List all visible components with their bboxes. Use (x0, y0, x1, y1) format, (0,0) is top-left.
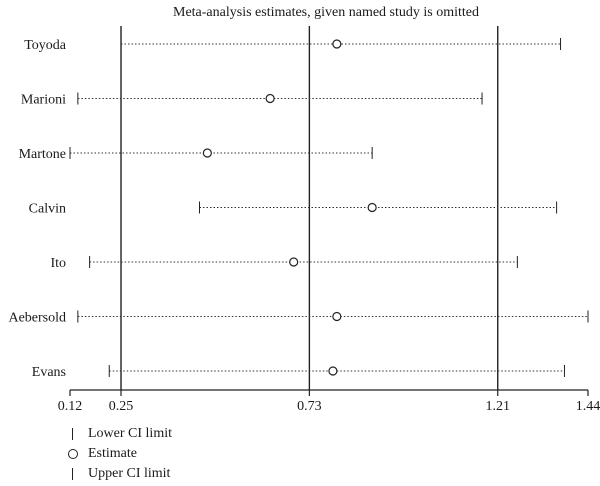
legend-item-upper: Upper CI limit (66, 464, 326, 484)
legend-label: Lower CI limit (88, 426, 172, 441)
study-label: Martone (19, 147, 66, 162)
estimate-marker-icon (66, 447, 80, 461)
estimate-point (367, 202, 377, 213)
x-axis: 0.12 0.25 0.73 1.21 1.44 (58, 389, 600, 414)
study-label: Ito (50, 256, 66, 271)
estimate-point (265, 93, 275, 104)
legend-item-lower: Lower CI limit (66, 424, 326, 444)
x-tick-label: 0.73 (297, 399, 322, 414)
estimate-point (202, 148, 212, 158)
study-row: Martone (19, 147, 373, 162)
study-label: Calvin (29, 202, 66, 217)
legend: Lower CI limit Estimate Upper CI limit (66, 424, 326, 484)
study-row: Aebersold (8, 310, 589, 326)
estimate-point (289, 257, 299, 267)
estimate-point (332, 39, 342, 49)
plot-svg: Meta-analysis estimates, given named stu… (8, 5, 600, 414)
chart-title: Meta-analysis estimates, given named stu… (173, 5, 479, 20)
estimate-point (328, 366, 338, 376)
study-rows: Toyoda Marioni Martone Calvin Ito Aebersold Ev… (8, 38, 589, 380)
study-label: Toyoda (24, 38, 67, 53)
x-tick-label: 0.12 (58, 399, 83, 414)
study-label: Aebersold (8, 311, 66, 326)
lower-limit-marker-icon (66, 427, 80, 441)
x-tick-label: 0.25 (109, 399, 134, 414)
upper-limit-marker-icon (66, 467, 80, 481)
legend-label: Estimate (88, 446, 137, 461)
legend-label: Upper CI limit (88, 466, 171, 481)
x-tick-label: 1.21 (485, 399, 510, 414)
study-label: Evans (32, 365, 66, 380)
study-row: Toyoda (24, 38, 562, 53)
estimate-point (332, 311, 342, 322)
study-row: Marioni (21, 92, 483, 108)
study-row: Evans (32, 365, 565, 380)
study-row: Calvin (29, 201, 558, 217)
x-tick-label: 1.44 (576, 399, 600, 414)
study-label: Marioni (21, 93, 66, 108)
legend-item-estimate: Estimate (66, 444, 326, 464)
study-row: Ito (50, 256, 518, 271)
